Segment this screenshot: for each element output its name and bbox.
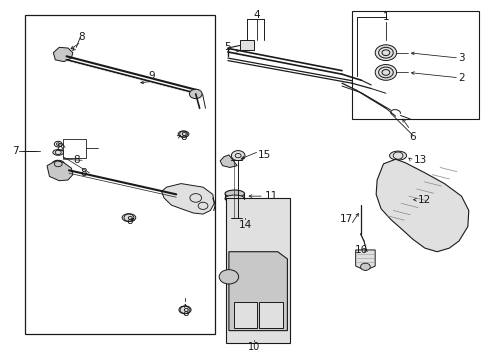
Text: 4: 4 — [253, 10, 260, 20]
Polygon shape — [375, 159, 468, 252]
Polygon shape — [161, 184, 214, 214]
Ellipse shape — [52, 160, 64, 167]
Polygon shape — [220, 155, 237, 167]
Ellipse shape — [53, 149, 63, 155]
Circle shape — [231, 150, 244, 161]
Ellipse shape — [224, 195, 244, 202]
Text: 8: 8 — [183, 308, 189, 318]
Polygon shape — [47, 160, 73, 181]
Ellipse shape — [178, 131, 188, 137]
Text: 2: 2 — [457, 73, 464, 83]
Polygon shape — [259, 302, 282, 328]
Text: 9: 9 — [148, 71, 155, 81]
Text: 11: 11 — [264, 191, 277, 201]
Circle shape — [219, 270, 238, 284]
Text: 8: 8 — [180, 132, 186, 142]
Text: 8: 8 — [80, 168, 87, 178]
Text: 1: 1 — [382, 12, 388, 22]
Text: 14: 14 — [238, 220, 252, 230]
Circle shape — [374, 45, 396, 60]
Text: 8: 8 — [78, 32, 84, 41]
Text: 17: 17 — [340, 215, 353, 224]
Circle shape — [56, 143, 60, 145]
Text: 8: 8 — [56, 143, 62, 153]
Circle shape — [360, 263, 369, 270]
Polygon shape — [225, 198, 290, 343]
Text: 10: 10 — [247, 342, 260, 352]
Circle shape — [374, 64, 396, 80]
Polygon shape — [239, 40, 254, 50]
Text: 16: 16 — [354, 245, 367, 255]
Ellipse shape — [179, 306, 191, 314]
Text: 8: 8 — [73, 155, 80, 165]
Text: 13: 13 — [412, 155, 426, 165]
Ellipse shape — [122, 214, 136, 222]
Text: 12: 12 — [417, 195, 430, 205]
Text: 7: 7 — [12, 146, 19, 156]
Text: 6: 6 — [408, 132, 415, 142]
Circle shape — [198, 202, 207, 210]
Polygon shape — [233, 302, 256, 328]
Polygon shape — [355, 250, 374, 270]
Polygon shape — [53, 47, 73, 62]
Ellipse shape — [224, 190, 244, 197]
Polygon shape — [228, 252, 287, 330]
Text: 8: 8 — [126, 216, 133, 226]
Ellipse shape — [389, 151, 406, 160]
Circle shape — [189, 194, 201, 202]
Text: 3: 3 — [457, 53, 464, 63]
Circle shape — [189, 89, 202, 99]
Text: 15: 15 — [257, 150, 270, 160]
Text: 5: 5 — [224, 42, 230, 52]
